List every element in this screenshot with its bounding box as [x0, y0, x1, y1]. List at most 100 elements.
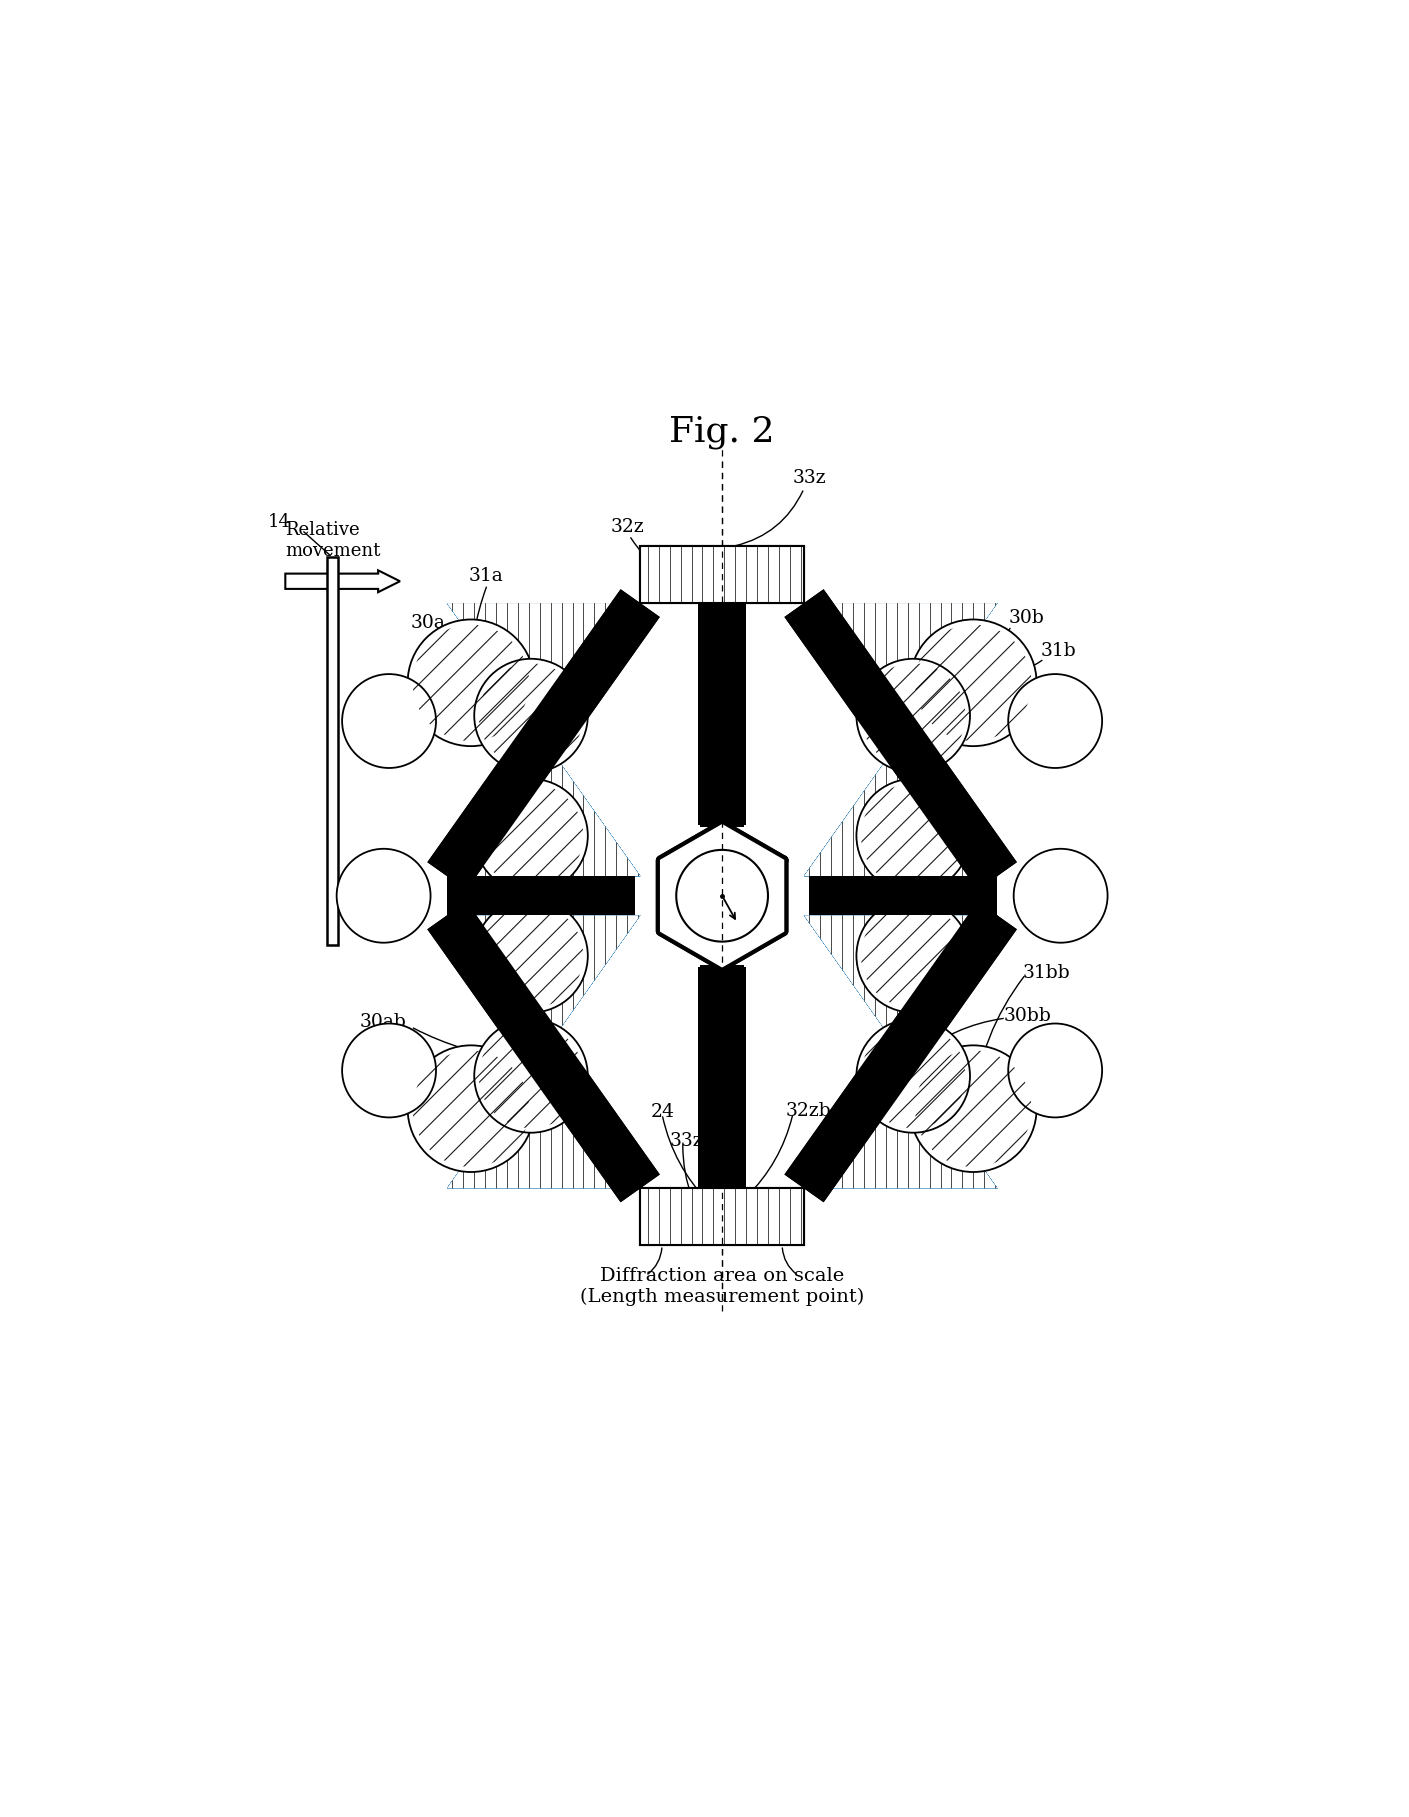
Polygon shape	[805, 916, 998, 1188]
Circle shape	[1009, 1023, 1102, 1117]
Text: 30a: 30a	[411, 614, 445, 632]
Polygon shape	[805, 603, 998, 876]
Polygon shape	[805, 603, 998, 876]
Polygon shape	[447, 916, 640, 1188]
Polygon shape	[447, 603, 640, 876]
Polygon shape	[447, 916, 640, 1188]
Polygon shape	[805, 603, 998, 876]
Polygon shape	[447, 916, 640, 1188]
Circle shape	[857, 660, 969, 772]
Polygon shape	[427, 589, 659, 890]
Polygon shape	[805, 916, 998, 1188]
Polygon shape	[805, 603, 998, 876]
Circle shape	[857, 779, 969, 892]
Polygon shape	[805, 916, 998, 1188]
Polygon shape	[447, 916, 640, 1188]
Polygon shape	[697, 603, 747, 825]
Polygon shape	[447, 916, 640, 1188]
Polygon shape	[805, 916, 998, 1188]
Polygon shape	[805, 916, 998, 1188]
Polygon shape	[809, 876, 998, 916]
Text: 31a: 31a	[469, 567, 503, 585]
Text: 31bb: 31bb	[1023, 963, 1071, 981]
Circle shape	[1013, 849, 1107, 943]
Polygon shape	[447, 916, 640, 1188]
Polygon shape	[447, 916, 640, 1188]
Polygon shape	[814, 876, 998, 916]
Polygon shape	[447, 603, 640, 876]
Polygon shape	[805, 603, 998, 876]
Text: 31b: 31b	[1041, 641, 1076, 660]
Polygon shape	[785, 901, 1017, 1203]
Circle shape	[475, 1019, 588, 1132]
Polygon shape	[805, 603, 998, 876]
Bar	[640, 547, 805, 603]
Polygon shape	[805, 603, 998, 876]
Polygon shape	[805, 603, 998, 876]
Polygon shape	[805, 603, 998, 876]
Circle shape	[407, 620, 534, 747]
Polygon shape	[805, 603, 998, 876]
Polygon shape	[805, 916, 998, 1188]
Polygon shape	[447, 916, 640, 1188]
Polygon shape	[447, 603, 640, 876]
Polygon shape	[805, 603, 998, 876]
Polygon shape	[447, 916, 640, 1188]
Polygon shape	[447, 603, 640, 876]
Polygon shape	[805, 916, 998, 1188]
Polygon shape	[447, 603, 640, 876]
Bar	[640, 1188, 805, 1245]
Polygon shape	[805, 916, 998, 1188]
FancyArrow shape	[285, 571, 400, 592]
Text: Diffraction area on scale
(Length measurement point): Diffraction area on scale (Length measur…	[581, 1266, 864, 1306]
Polygon shape	[805, 916, 998, 1188]
Text: 32zb: 32zb	[785, 1103, 831, 1121]
Circle shape	[910, 620, 1037, 747]
Polygon shape	[785, 589, 1017, 890]
Circle shape	[676, 850, 768, 941]
Polygon shape	[447, 916, 640, 1188]
Polygon shape	[447, 876, 630, 916]
Polygon shape	[805, 603, 998, 876]
Text: 33z: 33z	[793, 469, 827, 487]
Circle shape	[1009, 674, 1102, 769]
Circle shape	[676, 850, 768, 941]
Circle shape	[342, 1023, 435, 1117]
Polygon shape	[805, 603, 998, 876]
Polygon shape	[447, 603, 640, 876]
Polygon shape	[805, 603, 998, 876]
Text: Relative
movement: Relative movement	[285, 521, 380, 560]
Polygon shape	[447, 603, 640, 876]
Polygon shape	[805, 916, 998, 1188]
Polygon shape	[700, 601, 744, 827]
Polygon shape	[447, 603, 640, 876]
Polygon shape	[700, 965, 744, 1190]
Text: 31ab: 31ab	[395, 1056, 441, 1074]
Circle shape	[857, 899, 969, 1012]
Polygon shape	[805, 916, 998, 1188]
Polygon shape	[447, 916, 640, 1188]
Polygon shape	[447, 603, 640, 876]
Text: 32z: 32z	[610, 518, 644, 536]
Polygon shape	[805, 603, 998, 876]
Polygon shape	[447, 603, 640, 876]
Polygon shape	[447, 603, 640, 876]
Polygon shape	[447, 603, 640, 876]
Polygon shape	[805, 916, 998, 1188]
Circle shape	[342, 674, 435, 769]
Polygon shape	[447, 916, 640, 1188]
Polygon shape	[427, 901, 659, 1203]
Polygon shape	[447, 603, 640, 876]
Circle shape	[857, 1019, 969, 1132]
Polygon shape	[805, 916, 998, 1188]
Polygon shape	[785, 589, 1017, 890]
Polygon shape	[447, 603, 640, 876]
Polygon shape	[805, 916, 998, 1188]
Polygon shape	[805, 916, 998, 1188]
Polygon shape	[805, 603, 998, 876]
Polygon shape	[805, 916, 998, 1188]
Polygon shape	[447, 916, 640, 1188]
Bar	[640, 1188, 805, 1245]
Polygon shape	[447, 603, 640, 876]
Polygon shape	[447, 603, 640, 876]
